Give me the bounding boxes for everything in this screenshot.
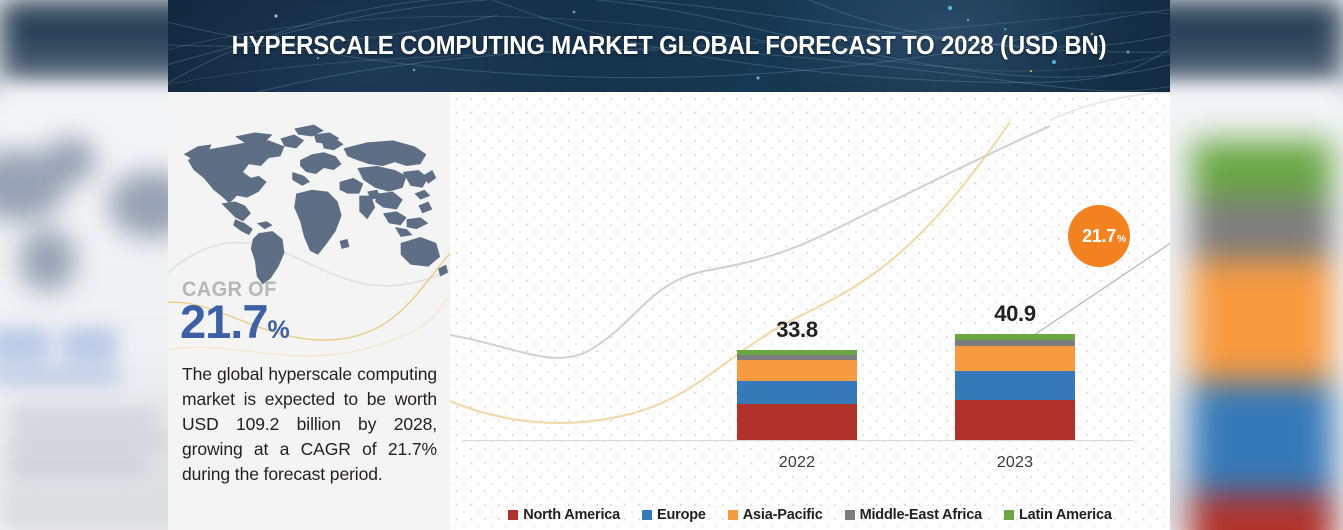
legend-swatch-north-america: [508, 510, 519, 520]
growth-arrow: [1005, 242, 1170, 355]
segment-europe-2022: [737, 381, 857, 404]
cagr-callout-bubble: 21.7%: [1068, 205, 1130, 267]
legend-label-asia-pacific: Asia-Pacific: [742, 507, 823, 523]
header-network-lines: [168, 0, 1170, 92]
legend-label-middle-east-africa: Middle-East Africa: [859, 507, 983, 523]
segment-asia-pacific-2022: [737, 360, 857, 381]
stacked-bar-plot: 33.8 2022 40.9: [450, 92, 1170, 530]
legend-item-latin-america[interactable]: Latin America: [1003, 507, 1112, 523]
chart-decorative-curves: [450, 92, 1170, 424]
infographic-card: HYPERSCALE COMPUTING MARKET GLOBAL FOREC…: [168, 0, 1170, 530]
legend-swatch-latin-america: [1003, 510, 1014, 520]
world-map-icon: [174, 112, 450, 297]
segment-north-america-2023: [955, 400, 1075, 440]
backdrop-paragraph-blur: [10, 410, 180, 500]
legend-item-middle-east-africa[interactable]: Middle-East Africa: [844, 507, 983, 523]
segment-latin-america-2023: [955, 334, 1075, 340]
legend-item-north-america[interactable]: North America: [508, 507, 620, 523]
backdrop-map-blur: [0, 120, 220, 340]
bar-year-2023: 2023: [996, 454, 1034, 471]
stacked-bar-2023[interactable]: [955, 334, 1075, 440]
cagr-label: CAGR OF: [182, 278, 277, 301]
backdrop-cagr-blur: [0, 320, 170, 390]
segment-middle-east-africa-2022: [737, 355, 857, 360]
legend-swatch-asia-pacific: [727, 510, 738, 520]
segment-europe-2023: [955, 371, 1075, 400]
bar-group-2023: 40.9 2023: [955, 301, 1075, 471]
bar-total-2022: 33.8: [776, 317, 818, 342]
page-title: HYPERSCALE COMPUTING MARKET GLOBAL FOREC…: [231, 31, 1107, 60]
x-axis-line: [462, 440, 1134, 441]
segment-latin-america-2022: [737, 350, 857, 355]
legend-label-north-america: North America: [523, 507, 621, 523]
left-panel: CAGR OF 21.7% The global hyperscale comp…: [168, 92, 450, 530]
bar-total-2023: 40.9: [994, 301, 1036, 326]
world-map-svg: [183, 124, 449, 285]
market-summary-text: The global hyperscale computing market i…: [182, 364, 437, 484]
legend-label-latin-america: Latin America: [1018, 507, 1112, 523]
cagr-value: 21.7%: [180, 298, 290, 345]
bar-group-2022: 33.8 2022: [737, 317, 857, 471]
left-panel-decorative-curves: [168, 242, 450, 357]
segment-asia-pacific-2023: [955, 346, 1075, 371]
cagr-percent-sign: %: [267, 316, 290, 344]
legend-swatch-middle-east-africa: [844, 510, 855, 520]
legend-item-asia-pacific[interactable]: Asia-Pacific: [727, 507, 823, 523]
cagr-bubble-value: 21.7: [1082, 225, 1116, 246]
legend-label-europe: Europe: [657, 507, 706, 523]
stacked-bar-2022[interactable]: [737, 350, 857, 440]
cagr-number: 21.7: [180, 295, 268, 348]
chart-legend: North America Europe Asia-Pacific Middle…: [450, 507, 1170, 523]
infographic-header: HYPERSCALE COMPUTING MARKET GLOBAL FOREC…: [168, 0, 1170, 92]
backdrop-bar-blur: [1192, 140, 1332, 530]
cagr-bubble-unit: %: [1116, 232, 1126, 245]
chart-panel: 33.8 2022 40.9: [450, 92, 1170, 530]
segment-middle-east-africa-2023: [955, 340, 1075, 346]
bar-year-2022: 2022: [778, 454, 816, 471]
segment-north-america-2022: [737, 404, 857, 440]
legend-item-europe[interactable]: Europe: [642, 507, 706, 523]
legend-swatch-europe: [642, 510, 653, 520]
